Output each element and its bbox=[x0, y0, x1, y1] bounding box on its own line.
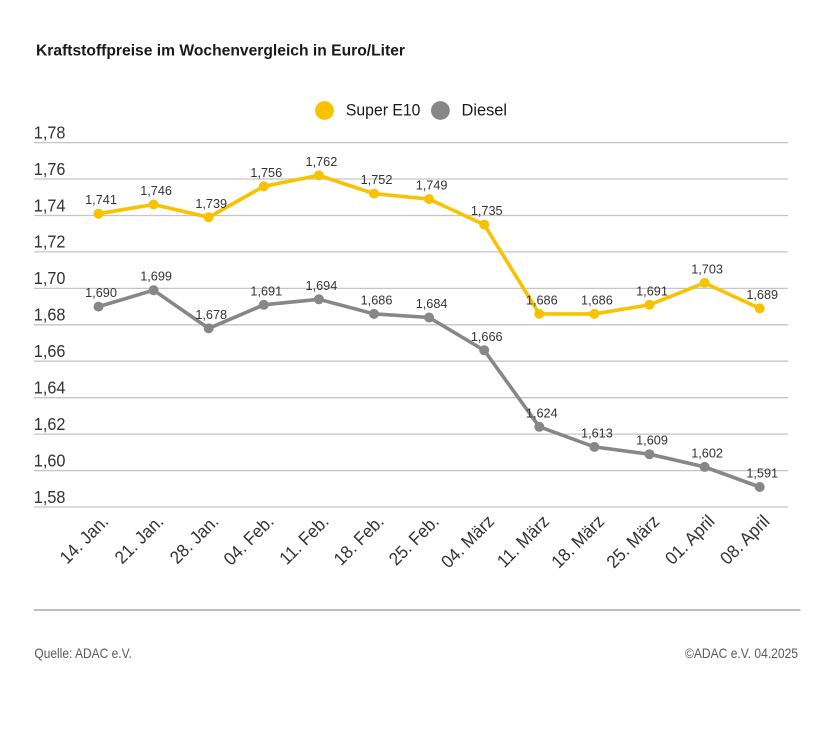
svg-text:1,60: 1,60 bbox=[34, 450, 66, 470]
svg-text:1,689: 1,689 bbox=[746, 288, 778, 302]
svg-text:1,602: 1,602 bbox=[691, 446, 723, 460]
svg-text:1,666: 1,666 bbox=[471, 330, 503, 344]
svg-text:1,739: 1,739 bbox=[195, 197, 227, 211]
svg-text:1,58: 1,58 bbox=[34, 487, 66, 507]
svg-text:1,70: 1,70 bbox=[34, 268, 66, 288]
svg-text:1,694: 1,694 bbox=[306, 279, 338, 293]
svg-text:1,613: 1,613 bbox=[581, 426, 613, 440]
svg-text:1,686: 1,686 bbox=[361, 293, 393, 307]
svg-text:1,746: 1,746 bbox=[140, 184, 172, 198]
svg-text:1,691: 1,691 bbox=[636, 284, 668, 298]
svg-text:1,78: 1,78 bbox=[34, 122, 66, 142]
svg-text:1,691: 1,691 bbox=[250, 284, 282, 298]
svg-text:1,591: 1,591 bbox=[746, 467, 778, 481]
svg-text:1,72: 1,72 bbox=[34, 232, 66, 252]
svg-text:Super E10: Super E10 bbox=[346, 101, 421, 120]
svg-text:1,735: 1,735 bbox=[471, 204, 503, 218]
svg-text:1,762: 1,762 bbox=[306, 155, 338, 169]
svg-text:1,741: 1,741 bbox=[85, 193, 117, 207]
svg-text:1,686: 1,686 bbox=[581, 293, 613, 307]
svg-text:1,68: 1,68 bbox=[34, 305, 66, 325]
svg-text:1,699: 1,699 bbox=[140, 270, 172, 284]
svg-text:1,703: 1,703 bbox=[691, 262, 723, 276]
svg-text:1,64: 1,64 bbox=[34, 378, 66, 398]
svg-text:1,609: 1,609 bbox=[636, 434, 668, 448]
svg-text:Kraftstoffpreise im Wochenverg: Kraftstoffpreise im Wochenvergleich in E… bbox=[36, 43, 405, 60]
svg-text:1,74: 1,74 bbox=[34, 195, 66, 215]
svg-text:1,686: 1,686 bbox=[526, 293, 558, 307]
svg-text:1,752: 1,752 bbox=[361, 173, 393, 187]
svg-text:1,678: 1,678 bbox=[195, 308, 227, 322]
svg-text:1,690: 1,690 bbox=[85, 286, 117, 300]
svg-text:Quelle: ADAC e.V.: Quelle: ADAC e.V. bbox=[34, 645, 131, 661]
svg-text:1,62: 1,62 bbox=[34, 414, 66, 434]
svg-text:1,66: 1,66 bbox=[34, 341, 66, 361]
svg-text:1,624: 1,624 bbox=[526, 406, 558, 420]
svg-text:1,684: 1,684 bbox=[416, 297, 448, 311]
svg-text:1,749: 1,749 bbox=[416, 179, 448, 193]
svg-text:©ADAC e.V. 04.2025: ©ADAC e.V. 04.2025 bbox=[685, 645, 798, 661]
svg-text:Diesel: Diesel bbox=[462, 101, 508, 120]
svg-text:1,76: 1,76 bbox=[34, 159, 66, 179]
svg-text:1,756: 1,756 bbox=[250, 166, 282, 180]
